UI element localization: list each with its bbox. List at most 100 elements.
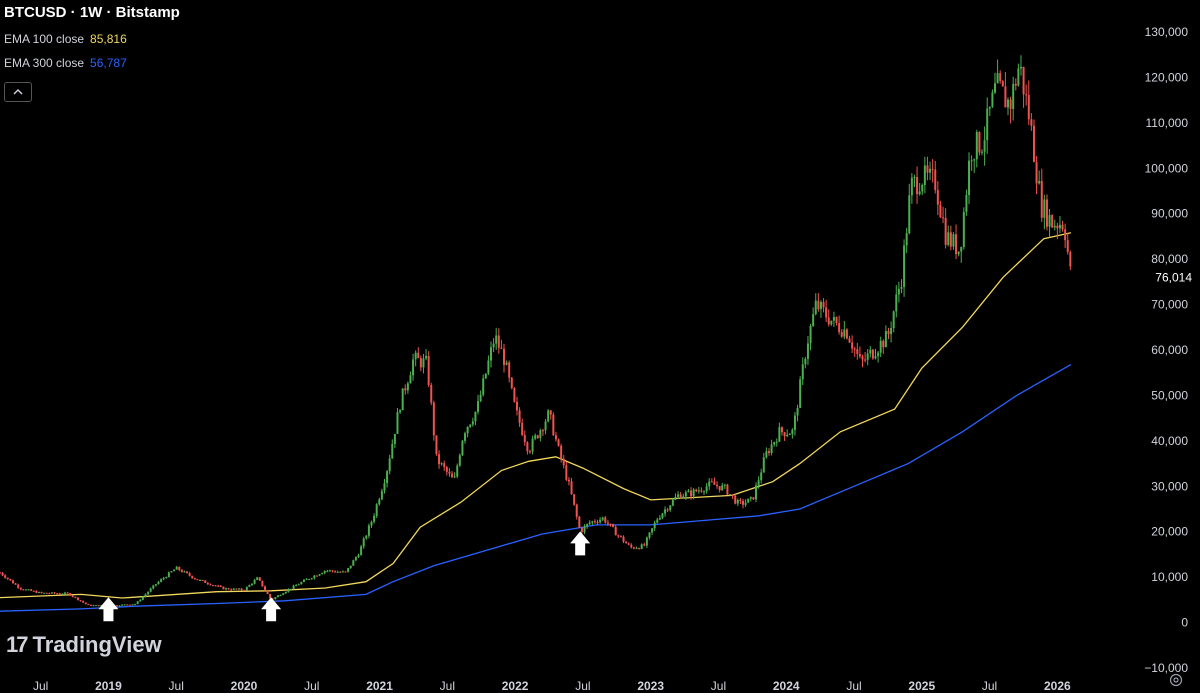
candle-body	[292, 585, 295, 589]
candle-body	[250, 583, 253, 585]
candle-body	[767, 451, 770, 453]
price-tick-label: −10,000	[1144, 661, 1188, 675]
candle-body	[178, 566, 181, 571]
candle-body	[975, 132, 978, 160]
candle-body	[295, 585, 298, 587]
candle-body	[276, 595, 279, 598]
ema300-value: 56,787	[90, 56, 127, 70]
candle-body	[427, 356, 430, 385]
candle-body	[243, 590, 246, 592]
candle-body	[819, 301, 822, 310]
candle-body	[910, 177, 913, 196]
chart-legend: BTCUSD · 1W · Bitstamp EMA 100 close 85,8…	[4, 4, 180, 70]
candle-body	[666, 509, 669, 511]
candle-body	[121, 604, 124, 606]
candle-body	[490, 347, 493, 361]
candle-body	[562, 458, 565, 466]
settings-icon[interactable]	[1168, 672, 1184, 688]
candle-body	[1061, 224, 1064, 230]
tradingview-logo[interactable]: 17 TradingView	[6, 632, 162, 658]
candle-body	[736, 499, 739, 504]
candle-body	[321, 573, 324, 575]
candle-body	[968, 160, 971, 196]
candle-body	[222, 586, 225, 590]
candle-body	[586, 523, 589, 527]
candle-body	[354, 557, 357, 561]
time-axis[interactable]: Jul 2019 Jul 2020 Jul 2021 Jul 2022 Jul 2023 Jul 20…	[33, 679, 1071, 693]
candle-body	[118, 605, 121, 607]
up-arrow-marker	[261, 597, 282, 622]
candle-body	[864, 359, 867, 361]
candle-body	[1012, 83, 1015, 109]
candle-body	[328, 570, 331, 572]
candle-body	[804, 358, 807, 365]
candle-body	[731, 494, 734, 496]
candle-body	[199, 579, 202, 581]
candle-body	[287, 589, 290, 592]
candle-body	[874, 356, 877, 359]
candle-body	[297, 584, 300, 586]
candle-body	[430, 384, 433, 403]
symbol-title[interactable]: BTCUSD · 1W · Bitstamp	[4, 4, 180, 21]
ema300-legend-row[interactable]: EMA 300 close 56,787	[4, 56, 180, 70]
candle-body	[471, 421, 474, 425]
candle-body	[554, 435, 557, 440]
ema100-value: 85,816	[90, 32, 127, 46]
candle-body	[1030, 119, 1033, 126]
candle-body	[630, 544, 633, 548]
candle-body	[687, 490, 690, 493]
ema100-legend-row[interactable]: EMA 100 close 85,816	[4, 32, 180, 46]
price-tick-label: 120,000	[1145, 70, 1189, 84]
candle-body	[256, 577, 259, 580]
candle-body	[700, 490, 703, 492]
candle-body	[37, 591, 40, 593]
candle-body	[24, 589, 27, 591]
candle-body	[378, 499, 381, 505]
candle-body	[253, 579, 256, 584]
candle-body	[843, 329, 846, 337]
candle-body	[134, 604, 137, 606]
candle-body	[780, 427, 783, 433]
candle-body	[248, 584, 251, 587]
candle-body	[848, 338, 851, 343]
candle-body	[315, 575, 318, 577]
candle-body	[401, 388, 404, 411]
candle-body	[79, 600, 82, 602]
candle-body	[45, 592, 48, 594]
time-tick-label: 2021	[366, 679, 393, 693]
candle-body	[1040, 180, 1043, 218]
candle-body	[957, 251, 960, 255]
candle-body	[523, 435, 526, 443]
candle-body	[692, 489, 695, 497]
collapse-legend-button[interactable]	[4, 82, 32, 102]
candle-body	[588, 522, 591, 524]
candle-body	[908, 195, 911, 234]
candle-body	[87, 603, 90, 605]
tradingview-logo-text: TradingView	[32, 632, 162, 657]
candle-body	[391, 443, 394, 459]
time-tick-label: 2022	[502, 679, 529, 693]
price-tick-label: 80,000	[1151, 252, 1188, 266]
candle-body	[1045, 199, 1048, 227]
candle-body	[495, 335, 498, 344]
price-axis[interactable]: 130,000 120,000 110,000 100,000 90,000 80,000…	[1144, 25, 1192, 675]
candle-body	[697, 490, 700, 492]
candle-body	[580, 527, 583, 533]
candle-body	[869, 349, 872, 354]
candle-body	[357, 555, 360, 558]
candle-body	[718, 486, 721, 491]
candle-body	[466, 426, 469, 434]
candle-body	[606, 522, 609, 524]
candle-body	[1069, 251, 1072, 267]
candle-body	[669, 505, 672, 511]
candle-body	[323, 570, 326, 574]
candle-body	[508, 362, 511, 378]
candle-body	[949, 232, 952, 247]
price-tick-label: 40,000	[1151, 434, 1188, 448]
candle-body	[539, 430, 542, 438]
candle-body	[445, 467, 448, 472]
ema100-line	[0, 232, 1072, 599]
candle-body	[1058, 224, 1061, 229]
candle-body	[326, 570, 329, 572]
